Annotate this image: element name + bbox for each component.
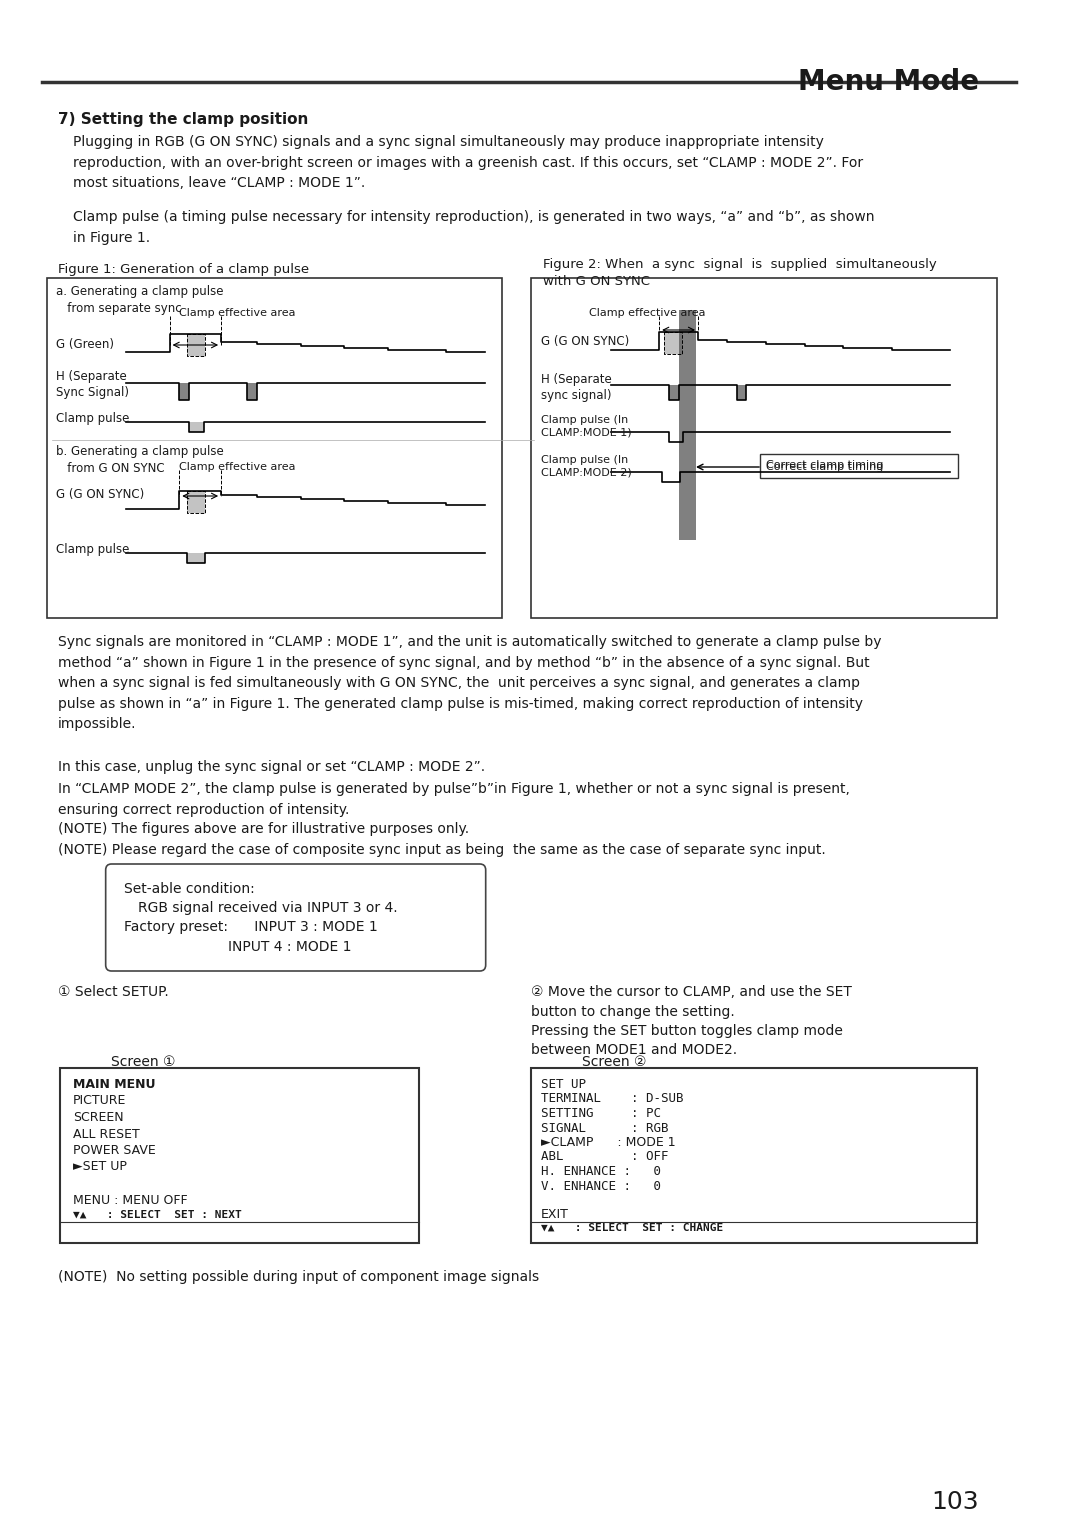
Bar [664,332,681,354]
Text: ▼▲   : SELECT  SET : CHANGE: ▼▲ : SELECT SET : CHANGE [541,1222,724,1233]
Text: In “CLAMP MODE 2”, the clamp pulse is generated by pulse”b”in Figure 1, whether : In “CLAMP MODE 2”, the clamp pulse is ge… [58,782,850,816]
Text: ① Select SETUP.: ① Select SETUP. [58,986,168,999]
Text: MENU : MENU OFF: MENU : MENU OFF [72,1193,187,1207]
Text: RGB signal received via INPUT 3 or 4.: RGB signal received via INPUT 3 or 4. [137,902,397,915]
Text: H (Separate
Sync Signal): H (Separate Sync Signal) [56,370,130,399]
Text: G (G ON SYNC): G (G ON SYNC) [56,487,145,501]
Text: H (Separate
sync signal): H (Separate sync signal) [541,373,611,402]
Text: V. ENHANCE :   0: V. ENHANCE : 0 [541,1180,661,1192]
Text: 103: 103 [932,1490,980,1514]
Text: MAIN MENU: MAIN MENU [72,1077,156,1091]
Text: (NOTE)  No setting possible during input of component image signals: (NOTE) No setting possible during input … [58,1270,539,1284]
Text: Correct clamp timing: Correct clamp timing [766,460,883,471]
Bar [179,384,189,400]
Text: POWER SAVE: POWER SAVE [72,1144,156,1157]
Text: Clamp pulse (In
CLAMP:MODE 2): Clamp pulse (In CLAMP:MODE 2) [541,455,632,477]
Text: Clamp effective area: Clamp effective area [179,461,296,472]
Text: SIGNAL      : RGB: SIGNAL : RGB [541,1122,669,1134]
Text: (NOTE) The figures above are for illustrative purposes only.: (NOTE) The figures above are for illustr… [58,822,470,836]
Text: Clamp pulse: Clamp pulse [56,413,130,425]
Text: Clamp pulse (a timing pulse necessary for intensity reproduction), is generated : Clamp pulse (a timing pulse necessary fo… [72,209,874,244]
Text: a. Generating a clamp pulse
   from separate sync: a. Generating a clamp pulse from separat… [56,286,224,315]
Text: TERMINAL    : D-SUB: TERMINAL : D-SUB [541,1093,684,1105]
Bar [187,335,204,356]
Text: ② Move the cursor to CLAMP, and use the SET
button to change the setting.
Pressi: ② Move the cursor to CLAMP, and use the … [531,986,852,1057]
Bar [187,490,204,513]
Text: 7) Setting the clamp position: 7) Setting the clamp position [58,112,309,127]
Text: Clamp pulse (In
CLAMP:MODE 1): Clamp pulse (In CLAMP:MODE 1) [541,416,632,437]
Bar [189,422,204,432]
Text: Factory preset:      INPUT 3 : MODE 1: Factory preset: INPUT 3 : MODE 1 [124,920,378,934]
Text: b. Generating a clamp pulse
   from G ON SYNC: b. Generating a clamp pulse from G ON SY… [56,445,224,475]
FancyBboxPatch shape [531,278,997,617]
Text: Clamp pulse: Clamp pulse [56,542,130,556]
FancyBboxPatch shape [46,278,502,617]
Text: ►SET UP: ►SET UP [72,1160,126,1174]
Text: G (G ON SYNC): G (G ON SYNC) [541,335,630,348]
Text: ALL RESET: ALL RESET [72,1128,139,1140]
Text: ▼▲   : SELECT  SET : NEXT: ▼▲ : SELECT SET : NEXT [72,1210,242,1219]
Text: Clamp effective area: Clamp effective area [590,309,706,318]
Text: PICTURE: PICTURE [72,1094,126,1108]
Bar [669,385,678,400]
Text: Clamp effective area: Clamp effective area [179,309,296,318]
FancyBboxPatch shape [106,863,486,970]
Text: SCREEN: SCREEN [72,1111,123,1125]
Text: INPUT 4 : MODE 1: INPUT 4 : MODE 1 [228,940,351,953]
Text: G (Green): G (Green) [56,338,114,351]
Text: SETTING     : PC: SETTING : PC [541,1106,661,1120]
Text: Screen ①: Screen ① [111,1054,176,1070]
Text: SET UP: SET UP [541,1077,586,1091]
Text: Plugging in RGB (G ON SYNC) signals and a sync signal simultaneously may produce: Plugging in RGB (G ON SYNC) signals and … [72,134,863,189]
Text: (NOTE) Please regard the case of composite sync input as being  the same as the : (NOTE) Please regard the case of composi… [58,843,826,857]
Bar [60,1068,419,1242]
Text: Menu Mode: Menu Mode [798,69,980,96]
Text: In this case, unplug the sync signal or set “CLAMP : MODE 2”.: In this case, unplug the sync signal or … [58,759,485,775]
Bar [531,1068,977,1242]
Text: ABL         : OFF: ABL : OFF [541,1151,669,1163]
Text: Figure 1: Generation of a clamp pulse: Figure 1: Generation of a clamp pulse [58,263,309,277]
Bar [678,310,697,539]
Text: ►CLAMP      : MODE 1: ►CLAMP : MODE 1 [541,1135,676,1149]
Text: Figure 2: When  a sync  signal  is  supplied  simultaneously
with G ON SYNC: Figure 2: When a sync signal is supplied… [543,258,936,287]
Text: Set-able condition:: Set-able condition: [124,882,255,895]
Bar [187,553,204,562]
Text: EXIT: EXIT [541,1209,569,1221]
Text: Screen ②: Screen ② [582,1054,646,1070]
Bar [247,384,257,400]
Bar [737,385,746,400]
Text: Correct clamp timing: Correct clamp timing [766,461,883,472]
Text: H. ENHANCE :   0: H. ENHANCE : 0 [541,1164,661,1178]
FancyBboxPatch shape [760,454,958,478]
Text: Sync signals are monitored in “CLAMP : MODE 1”, and the unit is automatically sw: Sync signals are monitored in “CLAMP : M… [58,636,881,732]
